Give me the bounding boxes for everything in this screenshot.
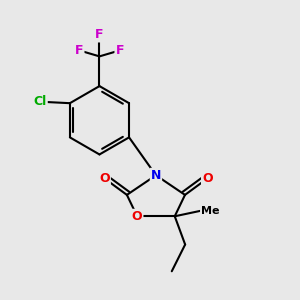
- Text: F: F: [116, 44, 124, 57]
- Text: Cl: Cl: [34, 95, 47, 108]
- Text: F: F: [75, 44, 83, 57]
- Text: Me: Me: [201, 206, 219, 216]
- Text: O: O: [202, 172, 213, 185]
- Text: O: O: [99, 172, 110, 185]
- Text: O: O: [132, 210, 142, 223]
- Text: N: N: [151, 169, 161, 182]
- Text: F: F: [95, 28, 104, 41]
